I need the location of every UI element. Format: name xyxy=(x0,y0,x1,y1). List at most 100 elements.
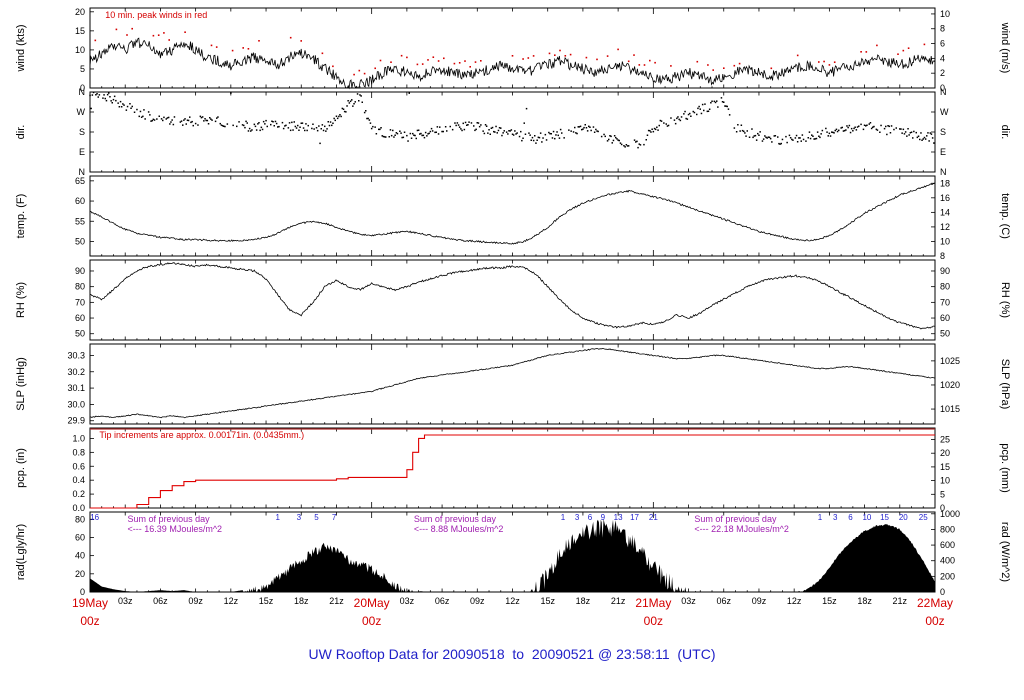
tick-label: 15 xyxy=(75,26,85,36)
tick-label: N xyxy=(79,87,86,97)
axis-label-temp-left: temp. (F) xyxy=(15,194,27,239)
tick-label: 15 xyxy=(940,462,950,472)
cumulative-label: 3 xyxy=(297,513,302,522)
x-major-label: 00z xyxy=(362,614,381,628)
cumulative-label: 1 xyxy=(561,513,566,522)
tick-label: 30.2 xyxy=(67,367,85,377)
series-temperature-f xyxy=(90,182,936,245)
axis-label-dir-left: dir. xyxy=(15,125,27,140)
tick-label: E xyxy=(79,147,85,157)
tick-label: 5 xyxy=(940,489,945,499)
tick-label: 80 xyxy=(940,282,950,292)
tick-label: 60 xyxy=(940,313,950,323)
x-tick-label: 03z xyxy=(400,596,415,606)
x-major-label: 19May xyxy=(72,596,108,610)
tick-label: 1015 xyxy=(940,404,960,414)
tick-label: 1.0 xyxy=(72,433,85,443)
tick-label: 18 xyxy=(940,178,950,188)
series-wind-speed-kts xyxy=(89,37,936,90)
x-tick-label: 18z xyxy=(294,596,309,606)
cumulative-label: 6 xyxy=(848,513,853,522)
tick-label: 60 xyxy=(75,196,85,206)
x-major-label: 22May xyxy=(917,596,953,610)
cumulative-label: 16 xyxy=(90,513,99,522)
tick-label: 70 xyxy=(940,297,950,307)
tick-label: 80 xyxy=(75,514,85,524)
x-tick-label: 09z xyxy=(470,596,485,606)
axis-label-dir-right: dir. xyxy=(999,125,1011,140)
annotation-rad-0: Sum of previous day xyxy=(128,514,211,524)
x-tick-label: 09z xyxy=(188,596,203,606)
tick-label: 0.2 xyxy=(72,489,85,499)
series-precip-accumulation xyxy=(90,434,935,509)
panel-rh: 50 60 70 80 90 50 60 70 80 90 RH (%) RH (%) xyxy=(15,259,1011,341)
axis-label-pcp-left: pcp. (in) xyxy=(15,448,27,488)
tick-label: 90 xyxy=(75,266,85,276)
tick-label: 10 xyxy=(940,9,950,19)
tick-label: 400 xyxy=(940,556,955,566)
panel-temp: 50 55 60 65 8 10 12 14 16 18 temp. (F) temp. (C) xyxy=(15,175,1011,261)
annotation-rad-0: <--- 16.39 MJoules/m^2 xyxy=(128,524,223,534)
x-tick-label: 18z xyxy=(857,596,872,606)
tick-label: 2 xyxy=(940,68,945,78)
x-axis-labels: 03z 06z 09z 12z 15z 18z 21z 03z 06z 09z 12z 15z 18z 2… xyxy=(72,596,953,628)
tick-label: 16 xyxy=(940,193,950,203)
cumulative-label: 10 xyxy=(862,513,871,522)
tick-label: 70 xyxy=(75,297,85,307)
x-tick-label: 12z xyxy=(787,596,802,606)
x-major-label: 20May xyxy=(354,596,390,610)
x-major-label: 00z xyxy=(925,614,944,628)
tick-label: 0.0 xyxy=(72,503,85,513)
x-tick-label: 21z xyxy=(611,596,626,606)
x-tick-label: 06z xyxy=(435,596,450,606)
annotation-wind-0: 10 min. peak winds in red xyxy=(105,10,207,20)
series-wind-direction xyxy=(89,91,935,149)
tick-label: 8 xyxy=(940,251,945,261)
x-tick-label: 12z xyxy=(505,596,520,606)
cumulative-label: 9 xyxy=(601,513,606,522)
tick-label: 0.6 xyxy=(72,461,85,471)
axis-label-rh-left: RH (%) xyxy=(15,282,27,318)
axis-label-rad-left: rad(Lgly/hr) xyxy=(15,524,27,580)
x-major-label: 21May xyxy=(635,596,671,610)
tick-label: 90 xyxy=(940,266,950,276)
tick-label: 1020 xyxy=(940,380,960,390)
tick-label: 0 xyxy=(940,587,945,597)
tick-label: 80 xyxy=(75,282,85,292)
x-tick-label: 15z xyxy=(259,596,274,606)
tick-label: 600 xyxy=(940,540,955,550)
tick-label: 30.0 xyxy=(67,399,85,409)
tick-label: 65 xyxy=(75,176,85,186)
x-tick-label: 06z xyxy=(716,596,731,606)
x-tick-label: 03z xyxy=(118,596,133,606)
tick-label: 0.4 xyxy=(72,475,85,485)
tick-label: 1025 xyxy=(940,356,960,366)
cumulative-label: 3 xyxy=(575,513,580,522)
tick-label: 40 xyxy=(75,551,85,561)
series-peak-wind-kts xyxy=(94,27,926,76)
tick-label: 50 xyxy=(75,329,85,339)
tick-label: 0 xyxy=(940,503,945,513)
tick-label: 6 xyxy=(940,39,945,49)
annotation-rad-1: <--- 8.88 MJoules/m^2 xyxy=(414,524,504,534)
series-sea-level-pressure xyxy=(89,348,936,419)
tick-label: 14 xyxy=(940,207,950,217)
x-tick-label: 06z xyxy=(153,596,168,606)
tick-label: 5 xyxy=(80,64,85,74)
tick-label: S xyxy=(940,127,946,137)
x-tick-label: 15z xyxy=(822,596,837,606)
tick-label: 200 xyxy=(940,571,955,581)
x-tick-label: 12z xyxy=(224,596,239,606)
series-solar-radiation xyxy=(90,519,935,592)
cumulative-label: 6 xyxy=(588,513,593,522)
axis-label-pcp-right: pcp. (mm) xyxy=(999,443,1011,493)
panel-slp: 29.9 30.0 30.1 30.2 30.3 1015 1020 1025 SLP (inH… xyxy=(15,343,1011,426)
tick-label: 60 xyxy=(75,313,85,323)
tick-label: 8 xyxy=(940,24,945,34)
series-relative-humidity xyxy=(89,262,936,330)
tick-label: 800 xyxy=(940,524,955,534)
tick-label: 60 xyxy=(75,532,85,542)
